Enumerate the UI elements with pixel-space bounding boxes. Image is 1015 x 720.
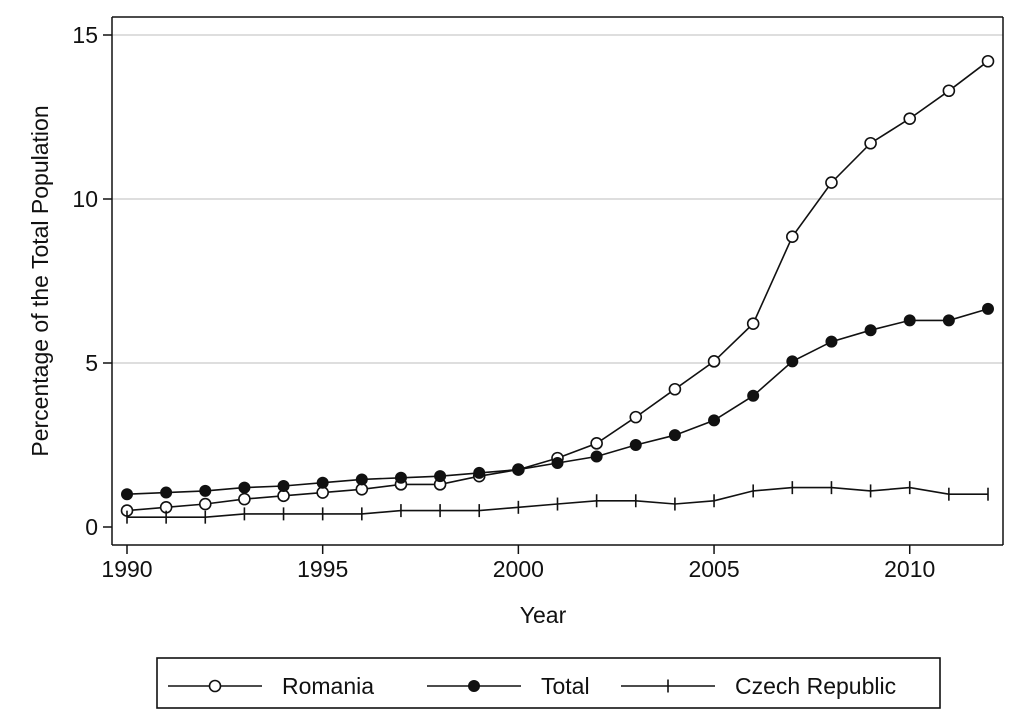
- data-point-romania: [825, 176, 838, 189]
- series-total: [121, 302, 994, 501]
- legend-label: Total: [541, 673, 590, 699]
- data-point-total: [277, 480, 290, 492]
- legend: Romania Total Czech Republic: [156, 657, 941, 709]
- x-tick-label: 2010: [884, 556, 935, 582]
- x-tick-label: 2000: [493, 556, 544, 582]
- x-axis-label: Year: [520, 602, 567, 628]
- data-point-total: [708, 414, 721, 427]
- y-tick-label: 15: [72, 22, 98, 48]
- data-point-romania: [629, 410, 643, 424]
- axes: 0 5 10 15 1990 1995 2000 2005 2010: [72, 16, 1004, 582]
- data-point-total: [786, 355, 799, 368]
- legend-marker: [468, 680, 480, 692]
- data-point-romania: [668, 382, 682, 396]
- series-line-romania: [126, 60, 989, 512]
- data-point-total: [238, 481, 251, 494]
- data-point-romania: [238, 492, 251, 506]
- y-tick-label: 5: [85, 350, 98, 376]
- data-point-total: [668, 429, 681, 442]
- data-point-total: [629, 439, 642, 451]
- x-tick-label: 1995: [297, 556, 348, 582]
- data-point-total: [121, 488, 133, 501]
- legend-label: Romania: [282, 673, 374, 699]
- data-point-total: [160, 486, 173, 499]
- data-series: [120, 54, 995, 524]
- data-point-total: [316, 476, 329, 489]
- data-point-romania: [786, 230, 799, 244]
- x-tick-label: 2005: [688, 556, 739, 582]
- data-point-romania: [746, 317, 760, 330]
- data-point-total: [982, 302, 994, 315]
- data-point-romania: [590, 437, 603, 450]
- y-axis-label: Percentage of the Total Population: [27, 105, 53, 456]
- data-point-total: [903, 314, 916, 327]
- data-point-total: [942, 314, 955, 327]
- data-point-total: [551, 457, 564, 470]
- legend-label: Czech Republic: [735, 673, 896, 699]
- series-czech-republic: [126, 481, 989, 524]
- data-point-total: [512, 463, 525, 476]
- data-point-total: [590, 450, 603, 463]
- gridlines: [112, 34, 1003, 364]
- x-tick-label: 1990: [101, 556, 152, 582]
- y-tick-label: 0: [85, 514, 98, 540]
- data-point-total: [825, 335, 838, 348]
- data-point-total: [434, 470, 447, 483]
- y-tick-label: 10: [72, 186, 98, 212]
- data-point-total: [747, 389, 760, 402]
- data-point-romania: [707, 355, 721, 368]
- data-point-romania: [864, 136, 877, 150]
- data-point-romania: [903, 112, 917, 125]
- data-point-total: [864, 324, 877, 337]
- legend-box: [156, 657, 941, 709]
- series-romania: [120, 54, 995, 517]
- data-point-romania: [198, 497, 212, 511]
- data-point-total: [355, 473, 368, 486]
- legend-marker: [208, 679, 222, 693]
- data-point-total: [394, 471, 407, 484]
- data-point-romania: [942, 84, 956, 98]
- data-point-romania: [981, 54, 995, 68]
- data-point-total: [199, 484, 212, 497]
- data-point-total: [473, 466, 486, 479]
